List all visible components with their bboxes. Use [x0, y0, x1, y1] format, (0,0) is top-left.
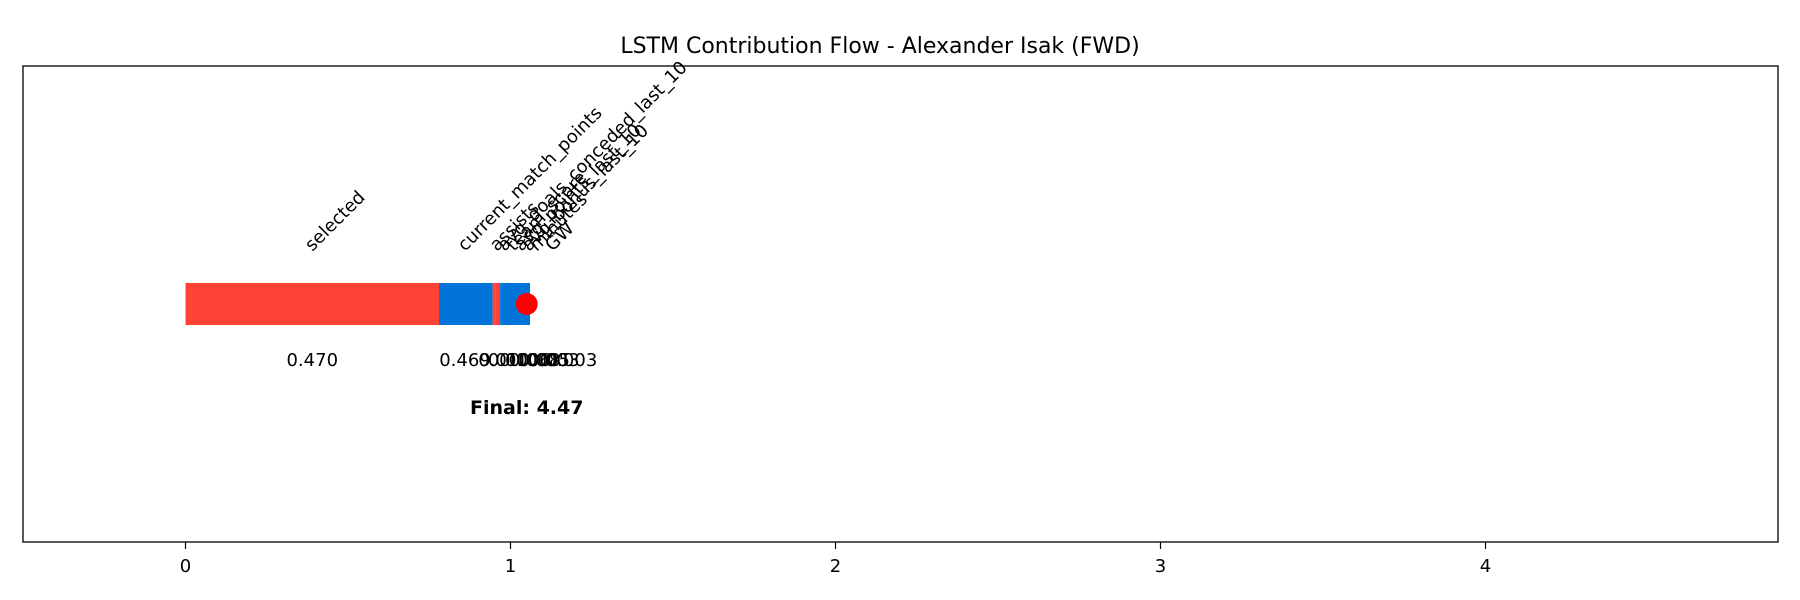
final-marker — [515, 293, 538, 315]
contribution-bar-0 — [185, 283, 439, 325]
value-label-6: 0.005 — [518, 350, 570, 371]
value-label-5: 0.008 — [509, 350, 561, 371]
x-tick-label-3: 3 — [1155, 556, 1166, 577]
x-tick-label-4: 4 — [1480, 556, 1491, 577]
value-label-4: 0.006 — [499, 350, 551, 371]
x-tick-label-0: 0 — [180, 556, 191, 577]
value-label-1: 0.469 — [439, 350, 491, 371]
value-label-7: 0.003 — [528, 350, 580, 371]
contribution-bar-4 — [495, 283, 498, 325]
value-label-8: 0.003 — [546, 350, 598, 371]
x-tick-label-2: 2 — [830, 556, 841, 577]
contribution-bar-7 — [500, 283, 511, 325]
x-tick-label-1: 1 — [505, 556, 516, 577]
chart-title: LSTM Contribution Flow - Alexander Isak … — [620, 34, 1139, 59]
contribution-bar-1 — [439, 283, 491, 325]
contribution-bar-2 — [491, 283, 493, 325]
value-label-2: 0.010 — [478, 350, 530, 371]
value-label-3: 0.010 — [488, 350, 540, 371]
final-value-label: Final: 4.47 — [470, 397, 583, 419]
contribution-bar-3 — [492, 283, 496, 325]
plot-frame — [22, 65, 1779, 543]
x-axis: 0 1 2 3 4 — [180, 542, 1491, 577]
contribution-bar-5 — [497, 283, 500, 325]
value-label-0: 0.470 — [286, 350, 338, 371]
contribution-bar-6 — [499, 283, 501, 325]
